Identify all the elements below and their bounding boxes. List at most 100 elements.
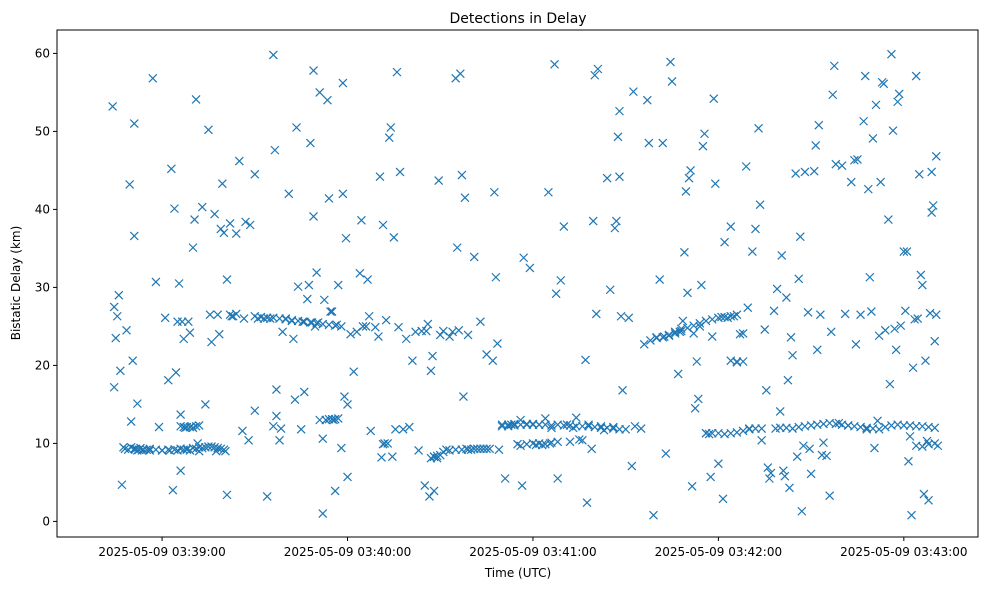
data-point <box>794 274 804 284</box>
data-point <box>128 356 138 366</box>
data-point <box>910 314 920 324</box>
data-point <box>591 309 601 319</box>
data-point <box>222 275 232 285</box>
data-point <box>851 339 861 349</box>
data-point <box>434 176 444 185</box>
data-point <box>129 119 139 129</box>
data-point <box>160 313 170 323</box>
data-point <box>315 87 325 97</box>
data-point <box>874 424 884 434</box>
data-point <box>378 220 388 230</box>
data-point <box>788 350 797 360</box>
data-point <box>927 167 937 177</box>
data-point <box>390 424 400 434</box>
data-point <box>426 366 436 376</box>
data-point <box>577 435 587 445</box>
data-point <box>398 424 408 434</box>
data-point <box>357 215 366 225</box>
data-point <box>207 337 216 347</box>
data-point <box>738 357 748 366</box>
data-point <box>809 166 819 176</box>
data-point <box>763 463 773 473</box>
data-point <box>670 328 680 338</box>
data-point <box>338 78 348 88</box>
data-point <box>896 321 906 331</box>
data-point <box>718 494 728 504</box>
data-point <box>115 366 125 376</box>
data-point <box>407 356 417 366</box>
data-point <box>644 138 654 148</box>
data-point <box>176 466 186 476</box>
data-point <box>543 187 553 197</box>
data-point <box>866 307 876 317</box>
data-point <box>268 421 278 431</box>
data-point <box>457 170 467 180</box>
data-point <box>805 444 814 454</box>
y-tick-label: 60 <box>35 46 50 60</box>
data-point <box>664 331 674 341</box>
data-point <box>333 280 343 290</box>
data-point <box>389 233 399 242</box>
data-point <box>798 441 808 451</box>
data-point <box>262 492 272 501</box>
data-point <box>590 70 600 80</box>
data-point <box>693 394 703 404</box>
data-point <box>219 445 229 455</box>
data-point <box>383 438 393 448</box>
data-point <box>330 414 340 424</box>
data-point <box>284 189 294 199</box>
data-point <box>900 306 910 316</box>
data-point <box>873 416 882 426</box>
data-point <box>445 332 454 341</box>
data-point <box>349 367 359 377</box>
data-point <box>330 486 340 496</box>
data-point <box>151 277 161 287</box>
data-point <box>234 156 244 166</box>
data-point <box>574 435 584 444</box>
data-point <box>720 237 729 247</box>
data-point <box>276 424 286 434</box>
data-point <box>868 133 878 143</box>
data-point <box>785 483 794 493</box>
data-point <box>876 177 886 187</box>
data-point <box>636 424 646 434</box>
data-point <box>525 263 535 273</box>
data-point <box>681 187 691 196</box>
data-point <box>309 66 318 75</box>
x-tick-label: 2025-05-09 03:41:00 <box>469 545 596 559</box>
data-point <box>666 57 675 67</box>
data-point <box>239 314 249 324</box>
y-tick-label: 30 <box>35 280 50 294</box>
data-point <box>902 247 912 256</box>
data-point <box>293 282 303 292</box>
data-point <box>343 399 352 409</box>
data-point <box>605 285 615 295</box>
data-point <box>429 486 439 496</box>
y-axis: 0 10 20 30 40 50 60 <box>35 46 57 528</box>
data-point <box>148 73 158 83</box>
data-point <box>581 355 590 365</box>
data-point <box>747 247 757 256</box>
data-point <box>163 375 173 385</box>
chart-title: Detections in Delay <box>449 11 586 27</box>
data-point <box>216 444 226 454</box>
data-point <box>494 445 504 455</box>
data-point <box>553 437 563 447</box>
data-point <box>908 363 918 373</box>
data-point <box>689 321 699 331</box>
data-point <box>870 443 879 453</box>
data-point <box>171 367 181 377</box>
data-point <box>930 336 940 346</box>
data-point <box>289 334 298 344</box>
data-point <box>213 310 223 320</box>
data-point <box>204 125 213 135</box>
data-point <box>366 426 376 436</box>
data-point <box>673 369 683 379</box>
data-point <box>386 123 396 132</box>
data-point <box>306 138 315 148</box>
data-point <box>268 50 278 60</box>
data-point <box>241 217 250 227</box>
data-point <box>231 309 241 319</box>
data-point <box>166 164 176 174</box>
